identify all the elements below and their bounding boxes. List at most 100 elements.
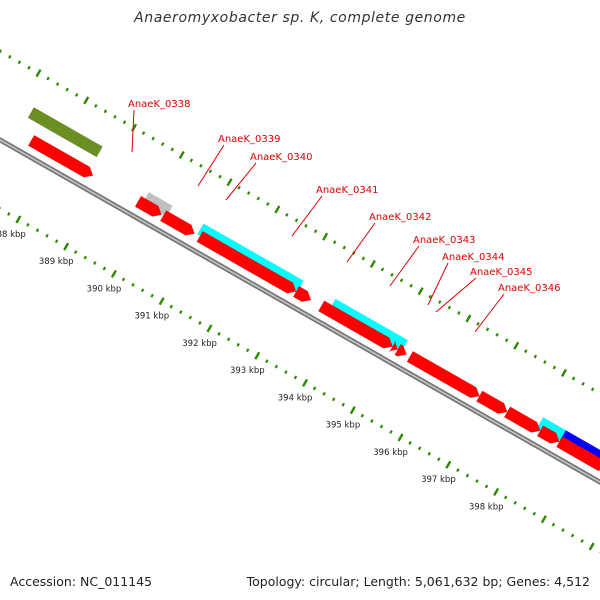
outer-tick-track-dot	[438, 300, 442, 305]
cds-arrow	[503, 406, 541, 433]
cds-arrow	[406, 350, 480, 399]
inner-tick-track-dot	[580, 539, 584, 543]
inner-tick-track-dot	[551, 522, 556, 527]
cds-arrow	[159, 210, 195, 236]
inner-tick-track-dot	[236, 342, 240, 347]
outer-tick-track-dot	[476, 321, 480, 326]
gene-leader-line	[474, 293, 505, 333]
inner-tick-track-dot	[293, 375, 298, 380]
inner-tick-track-dot	[408, 440, 412, 445]
scale-label: 388 kbp	[0, 230, 26, 240]
gene-label: AnaeK_0338	[128, 99, 190, 110]
inner-tick-track-dot	[370, 419, 374, 424]
inner-tick-track-major-tick	[15, 215, 22, 224]
gene-label: AnaeK_0345	[470, 267, 532, 278]
outer-tick-track-dot	[246, 191, 251, 196]
outer-tick-track-dot	[266, 202, 270, 206]
cds-arrow	[134, 195, 162, 217]
inner-tick-track-major-tick	[301, 378, 309, 388]
outer-tick-track-dot	[504, 338, 509, 343]
inner-tick-track-dot	[131, 282, 135, 287]
topology-text: Topology: circular; Length: 5,061,632 bp…	[246, 574, 590, 589]
inner-tick-track-major-tick	[254, 351, 261, 360]
gene-feature-olive	[27, 106, 103, 158]
accession-text: Accession: NC_011145	[10, 574, 153, 589]
inner-tick-track-dot	[484, 484, 489, 489]
inner-tick-track-dot	[35, 228, 40, 233]
inner-tick-track-dot	[226, 337, 231, 342]
gene-leader-line	[427, 262, 449, 306]
outer-tick-track-major-tick	[226, 178, 233, 187]
inner-tick-track-dot	[379, 424, 384, 429]
outer-tick-track-major-tick	[369, 259, 376, 269]
inner-tick-track-dot	[102, 266, 107, 271]
outer-tick-track-dot	[74, 93, 79, 97]
outer-tick-track-dot	[342, 245, 346, 250]
outer-tick-track-major-tick	[83, 96, 90, 105]
outer-tick-track-dot	[189, 158, 194, 163]
inner-tick-track-major-tick	[588, 542, 595, 551]
inner-tick-track-dot	[45, 233, 49, 238]
inner-tick-track-major-tick	[349, 406, 356, 415]
gene-label: AnaeK_0344	[442, 252, 504, 263]
inner-tick-track-dot	[169, 304, 173, 309]
cds-arrow	[394, 343, 407, 357]
outer-tick-track-major-tick	[513, 341, 520, 350]
inner-tick-track-major-tick	[540, 515, 547, 524]
inner-tick-track-dot	[54, 239, 59, 244]
gene-label: AnaeK_0341	[316, 185, 378, 196]
inner-tick-track-dot	[475, 479, 479, 483]
outer-tick-track-major-tick	[465, 314, 472, 323]
outer-tick-track-major-tick	[274, 205, 281, 214]
outer-tick-track-dot	[103, 109, 108, 114]
inner-tick-track-dot	[93, 261, 97, 265]
outer-tick-track-dot	[170, 147, 174, 152]
outer-tick-track-dot	[409, 283, 413, 288]
outer-tick-track-dot	[294, 218, 299, 223]
gene-leader-line	[389, 245, 420, 287]
outer-tick-track-dot	[485, 327, 490, 332]
gene-label: AnaeK_0339	[218, 134, 280, 145]
cds-arrow	[317, 300, 394, 349]
inner-tick-track-dot	[503, 495, 508, 500]
outer-tick-track-dot	[543, 360, 547, 364]
inner-tick-track-dot	[417, 446, 422, 451]
inner-tick-track-dot	[523, 506, 527, 511]
outer-tick-track-dot	[208, 169, 213, 174]
outer-tick-track-dot	[65, 87, 69, 92]
gene-label: AnaeK_0342	[369, 212, 431, 223]
scale-label: 390 kbp	[87, 284, 122, 294]
outer-tick-track-dot	[199, 163, 203, 168]
outer-tick-track-major-tick	[560, 368, 568, 378]
outer-tick-track-dot	[304, 223, 308, 228]
inner-tick-track-dot	[121, 277, 126, 282]
outer-tick-track-dot	[285, 212, 289, 217]
inner-tick-track-dot	[26, 222, 30, 227]
scale-label: 398 kbp	[469, 502, 504, 512]
gene-leader-line	[131, 109, 135, 153]
outer-tick-track-dot	[571, 376, 576, 381]
inner-tick-track-dot	[83, 255, 88, 260]
inner-tick-track-dot	[331, 397, 336, 402]
inner-tick-track-dot	[389, 430, 393, 434]
inner-tick-track-dot	[532, 511, 537, 516]
outer-tick-track-dot	[313, 229, 318, 234]
inner-tick-track-major-tick	[63, 242, 70, 251]
scale-label: 393 kbp	[230, 366, 265, 376]
scale-label: 389 kbp	[39, 257, 74, 267]
outer-tick-track-dot	[590, 387, 595, 392]
inner-tick-track-dot	[341, 402, 345, 407]
outer-tick-track-dot	[27, 65, 31, 70]
gene-leader-line	[197, 144, 225, 187]
backbone-inner	[0, 138, 600, 484]
scale-label: 395 kbp	[326, 421, 361, 431]
cds-arrow	[292, 285, 312, 303]
outer-tick-track-dot	[533, 354, 538, 359]
gene-leader-line	[291, 195, 323, 237]
inner-tick-track-dot	[360, 413, 365, 418]
gene-feature-cyan	[329, 298, 409, 352]
outer-tick-track-dot	[447, 305, 452, 310]
scale-label: 396 kbp	[373, 448, 408, 458]
inner-tick-track-dot	[7, 212, 11, 216]
